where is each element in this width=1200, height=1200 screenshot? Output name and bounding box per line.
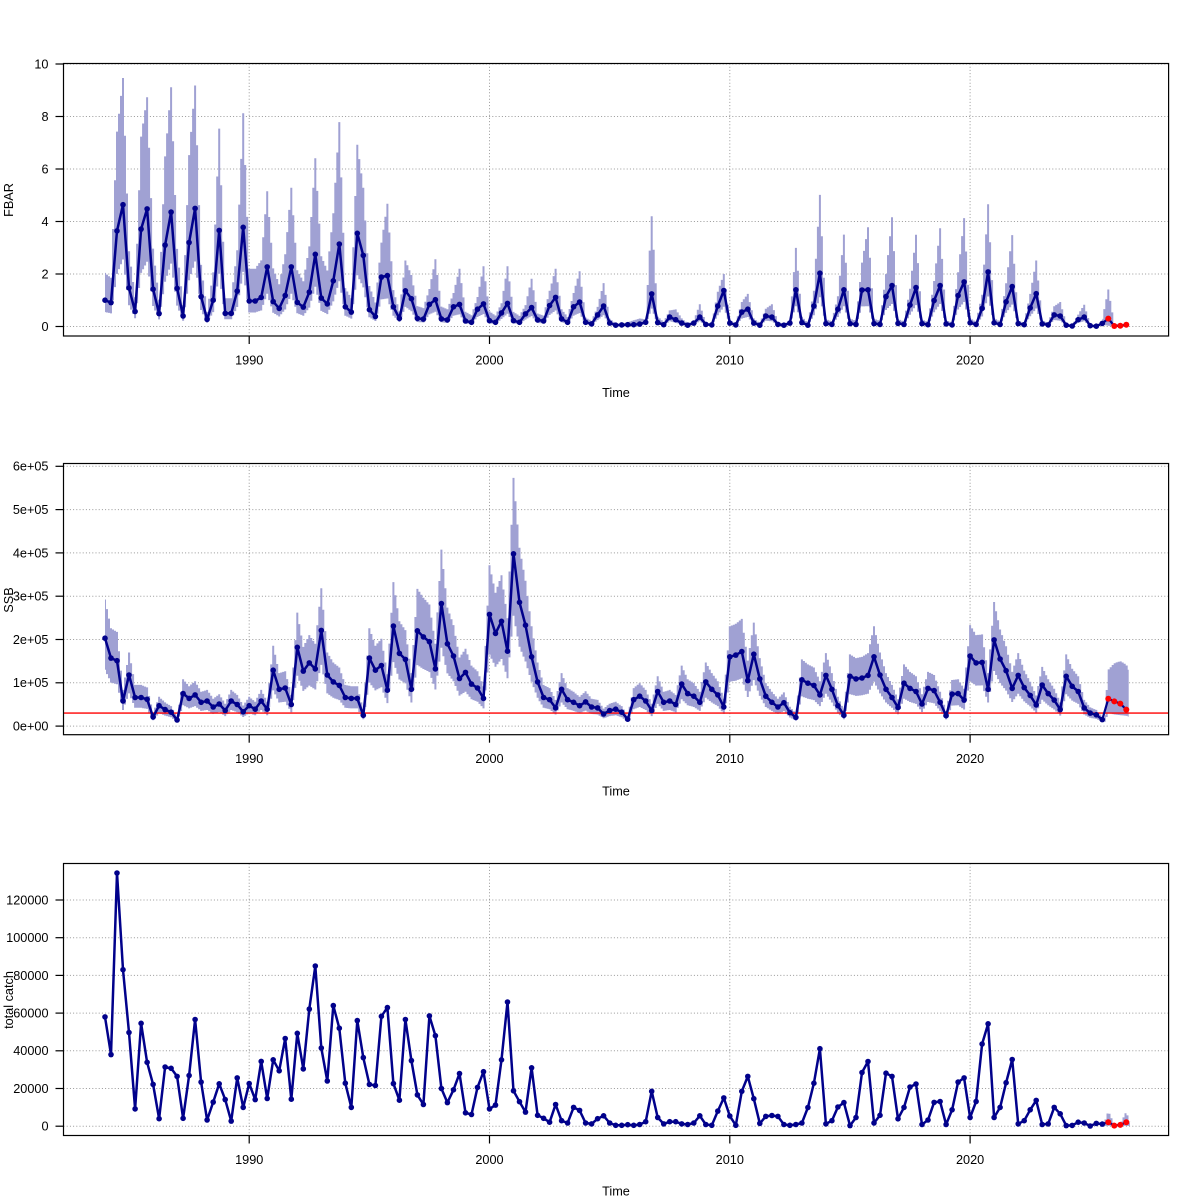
svg-text:8: 8: [41, 110, 48, 124]
svg-text:2020: 2020: [956, 1153, 984, 1167]
svg-text:1990: 1990: [235, 1153, 263, 1167]
svg-text:5e+05: 5e+05: [13, 503, 49, 517]
svg-text:40000: 40000: [13, 1044, 48, 1058]
svg-text:2: 2: [41, 267, 48, 281]
svg-text:20000: 20000: [13, 1082, 48, 1096]
svg-text:4e+05: 4e+05: [13, 546, 49, 560]
svg-text:0e+00: 0e+00: [13, 720, 49, 734]
svg-text:80000: 80000: [13, 969, 48, 983]
svg-text:0: 0: [41, 1120, 48, 1134]
svg-text:2e+05: 2e+05: [13, 633, 49, 647]
svg-text:2000: 2000: [475, 354, 503, 368]
svg-text:3e+05: 3e+05: [13, 590, 49, 604]
svg-text:0: 0: [41, 320, 48, 334]
svg-text:2020: 2020: [956, 752, 984, 766]
svg-text:Time: Time: [602, 386, 630, 400]
svg-text:1e+05: 1e+05: [13, 676, 49, 690]
svg-text:2010: 2010: [716, 354, 744, 368]
svg-text:60000: 60000: [13, 1007, 48, 1021]
svg-text:total catch: total catch: [2, 971, 16, 1029]
svg-text:120000: 120000: [6, 893, 48, 907]
svg-text:4: 4: [41, 215, 48, 229]
svg-text:6e+05: 6e+05: [13, 460, 49, 474]
svg-text:2010: 2010: [716, 752, 744, 766]
svg-text:2000: 2000: [475, 752, 503, 766]
svg-text:6: 6: [41, 162, 48, 176]
svg-text:2020: 2020: [956, 354, 984, 368]
svg-text:Time: Time: [602, 1185, 630, 1199]
svg-text:FBAR: FBAR: [2, 183, 16, 217]
svg-text:2010: 2010: [716, 1153, 744, 1167]
svg-text:1990: 1990: [235, 752, 263, 766]
svg-text:1990: 1990: [235, 354, 263, 368]
svg-text:100000: 100000: [6, 931, 48, 945]
svg-text:10: 10: [34, 57, 48, 71]
svg-text:SSB: SSB: [2, 587, 16, 612]
svg-text:Time: Time: [602, 785, 630, 799]
svg-text:2000: 2000: [475, 1153, 503, 1167]
